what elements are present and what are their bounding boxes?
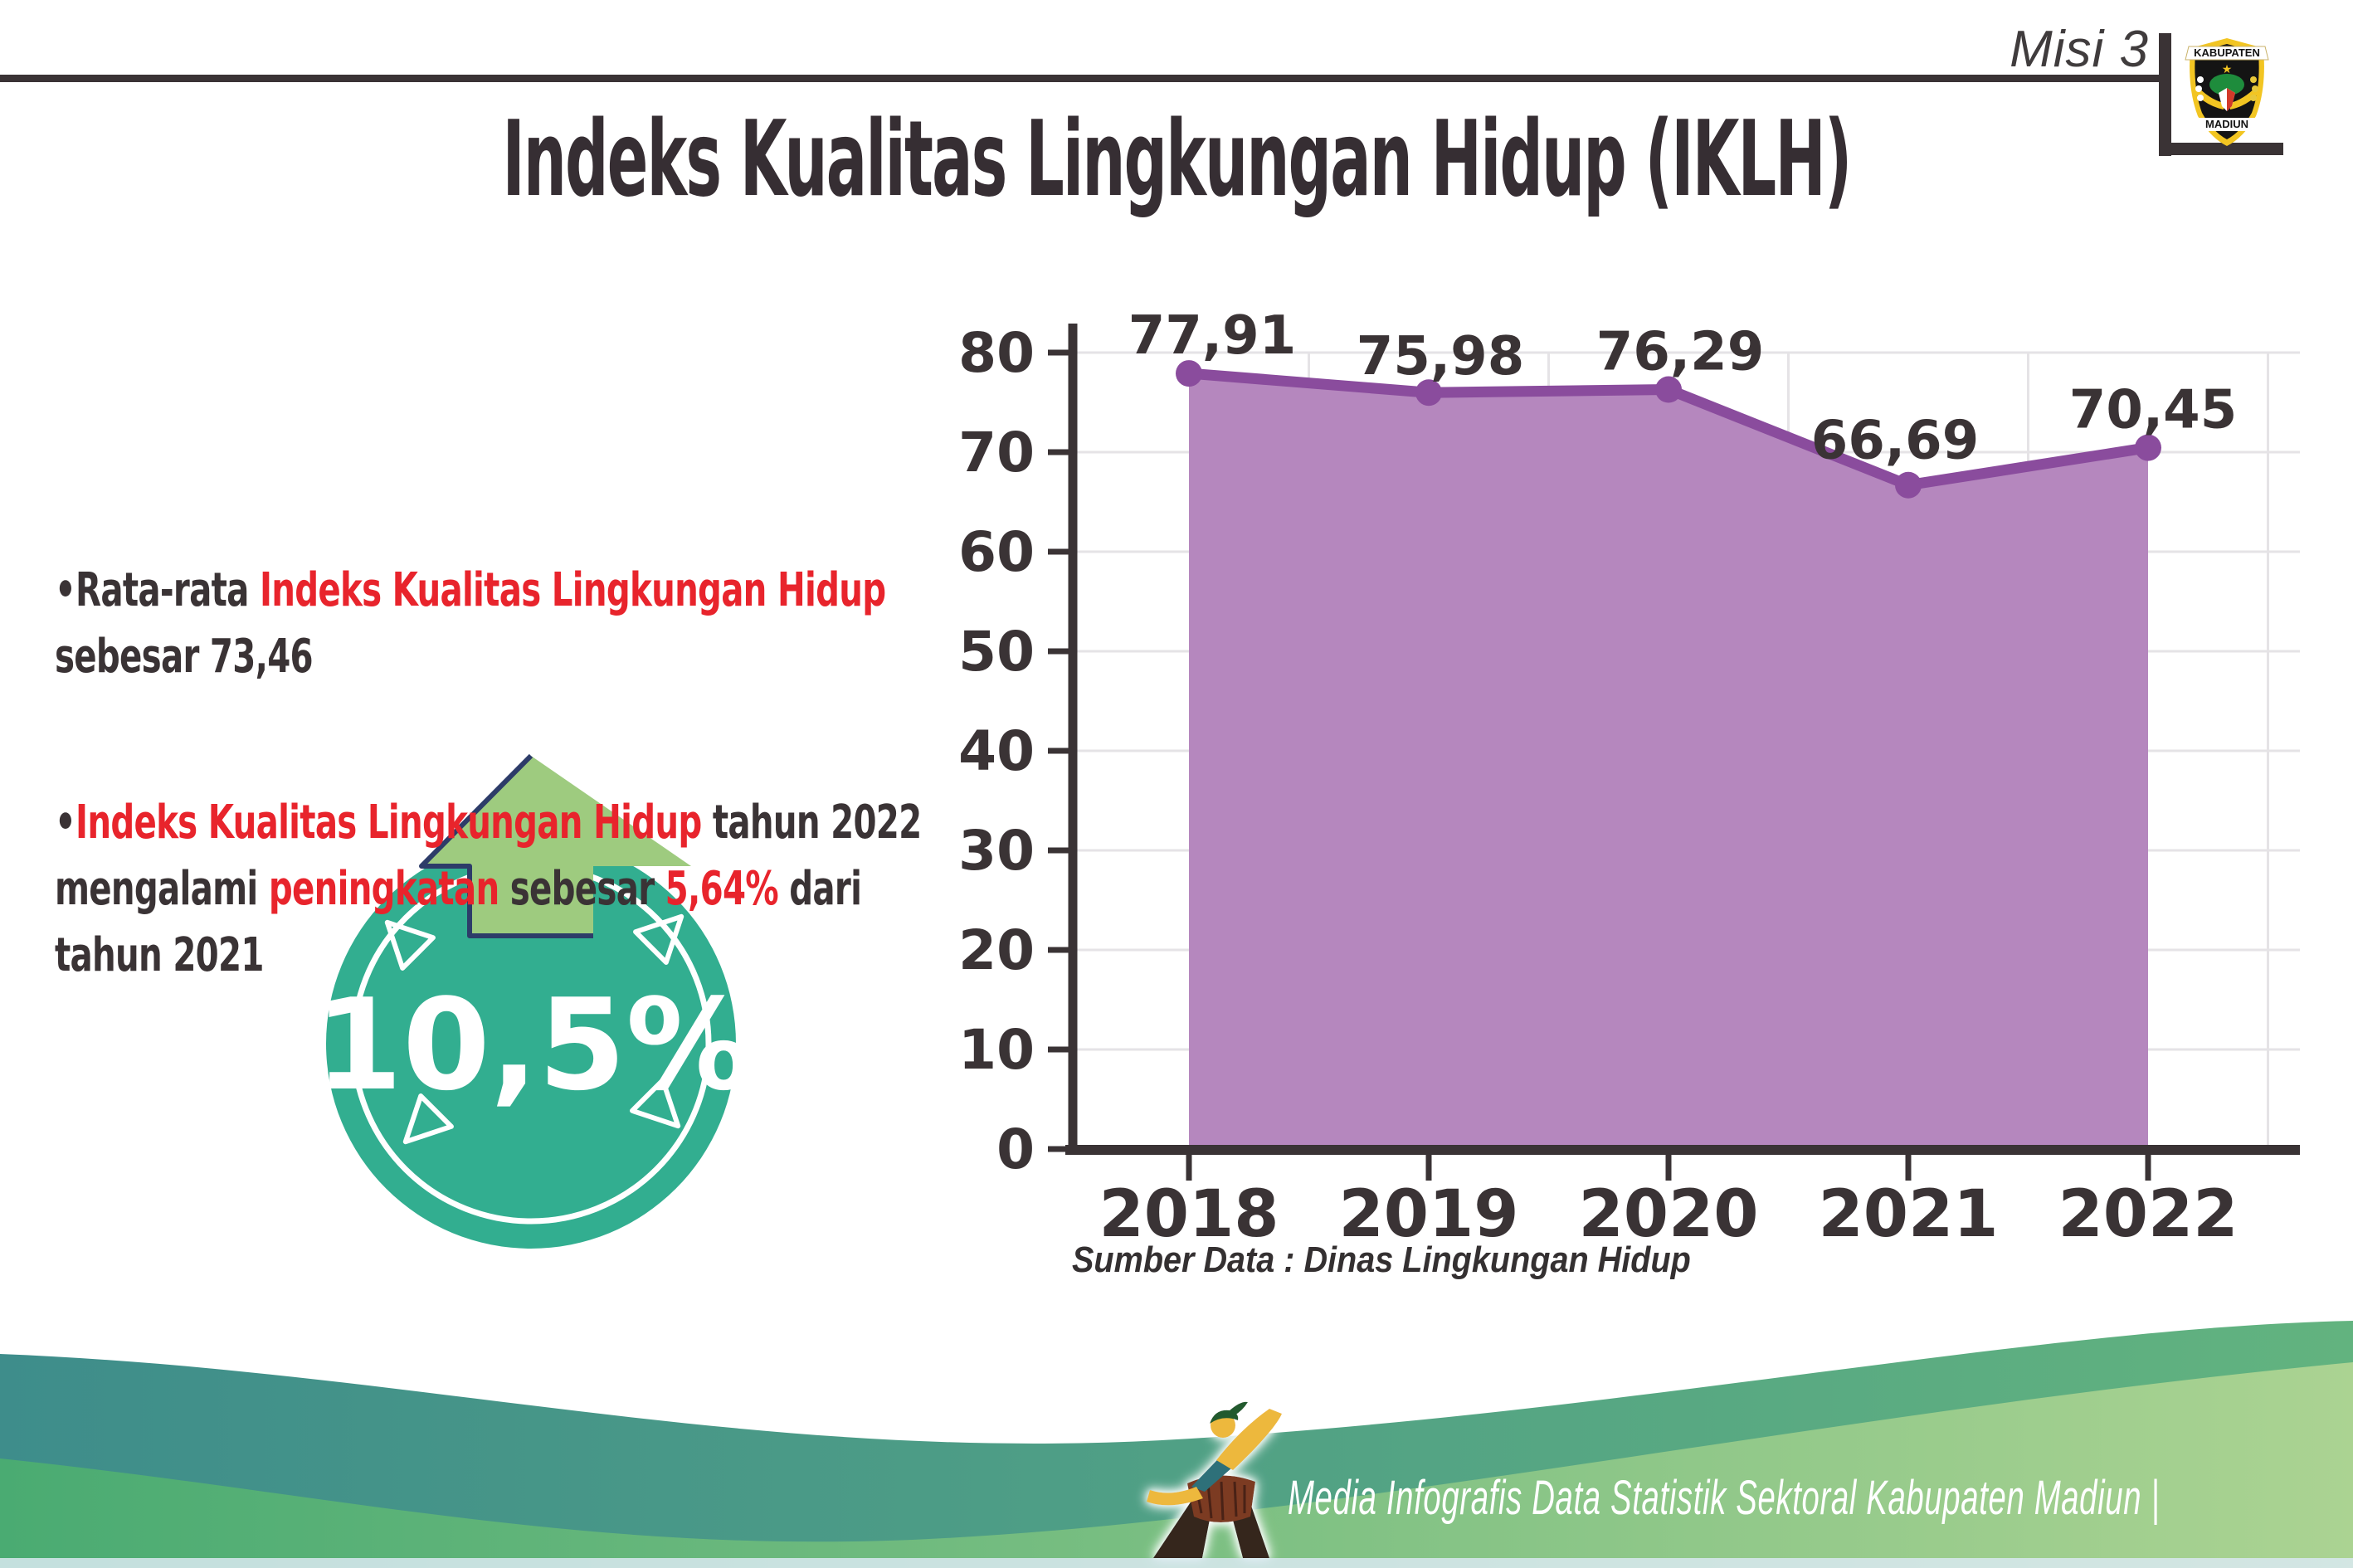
bullet2-text1: tahun 2022 mengalami: [55, 796, 922, 916]
logo-text-bottom: MADIUN: [2205, 118, 2248, 130]
chart-x-tick-label: 2018: [1099, 1177, 1279, 1252]
chart-y-tick-label: 10: [958, 1018, 1035, 1082]
chart-data-label: 77,91: [1128, 305, 1296, 367]
chart-data-label: 66,69: [1811, 411, 1979, 472]
chart-y-tick-label: 70: [958, 421, 1035, 485]
chart-source-note: Sumber Data : Dinas Lingkungan Hidup: [1072, 1239, 1691, 1280]
chart-y-tick-label: 50: [958, 620, 1035, 684]
chart-x-tick-label: 2021: [1818, 1177, 1998, 1252]
chart-y-tick-label: 30: [958, 819, 1035, 883]
bullet-average-iklh: •Rata-rata Indeks Kualitas Lingkungan Hi…: [55, 558, 939, 690]
chart-data-label: 76,29: [1596, 322, 1764, 383]
kabupaten-madiun-logo: KABUPATEN ★ MADIUN: [2185, 38, 2269, 146]
chart-x-tick-label: 2020: [1578, 1177, 1758, 1252]
bottom-edge-strip: [0, 1558, 2353, 1568]
header-rule: [0, 75, 2159, 82]
logo-text-top: KABUPATEN: [2194, 46, 2260, 59]
bullet2-marker: •: [55, 796, 76, 850]
badge-value: 10,5%: [314, 971, 752, 1118]
chart-data-point: [2135, 434, 2161, 461]
summary-bullets: •Rata-rata Indeks Kualitas Lingkungan Hi…: [55, 491, 939, 1088]
chart-y-tick-label: 0: [996, 1118, 1035, 1181]
chart-data-point: [1895, 471, 1922, 499]
chart-data-point: [1415, 379, 1442, 407]
bullet2-text2: sebesar: [499, 862, 665, 916]
bullet-iklh-increase: •Indeks Kualitas Lingkungan Hidup tahun …: [55, 790, 939, 989]
mission-label: Misi 3: [2010, 21, 2149, 78]
chart-data-point: [1176, 360, 1202, 387]
chart-data-label: 70,45: [2069, 380, 2237, 441]
badge-accent-triangles: [384, 913, 684, 1145]
bullet2-highlight2: peningkatan: [268, 862, 499, 916]
bullet1-highlight: Indeks Kualitas Lingkungan Hidup: [259, 563, 886, 617]
logo-bracket-vertical: [2159, 33, 2171, 156]
logo-star-icon: ★: [2222, 62, 2233, 75]
chart-data-label: 75,98: [1357, 326, 1524, 387]
wave-light: [0, 1362, 2353, 1568]
chart-y-tick-label: 20: [958, 918, 1035, 982]
chart-y-tick-label: 80: [958, 321, 1035, 385]
chart-y-tick-label: 40: [958, 719, 1035, 783]
logo-bracket-horizontal: [2159, 143, 2283, 155]
chart-y-tick-label: 60: [958, 520, 1035, 584]
bullet1-value: sebesar 73,46: [55, 630, 314, 684]
bullet1-text: •Rata-rata: [55, 563, 260, 617]
chart-x-tick-label: 2022: [2058, 1177, 2238, 1252]
footer-caption: Media Infografis Data Statistik Sektoral…: [1288, 1471, 2161, 1525]
page-title: Indeks Kualitas Lingkungan Hidup (IKLH): [502, 98, 1852, 220]
bullet2-text3: dari tahun 2021: [55, 862, 862, 982]
chart-area: [1189, 373, 2148, 1150]
bullet2-highlight1: Indeks Kualitas Lingkungan Hidup: [76, 796, 702, 850]
bullet2-highlight3: 5,64%: [665, 862, 779, 916]
chart-x-tick-label: 2019: [1338, 1177, 1518, 1252]
chart-data-point: [1655, 376, 1682, 403]
up-arrow-outline: [419, 753, 593, 938]
mascot-dancer-icon: [1147, 1401, 1282, 1558]
